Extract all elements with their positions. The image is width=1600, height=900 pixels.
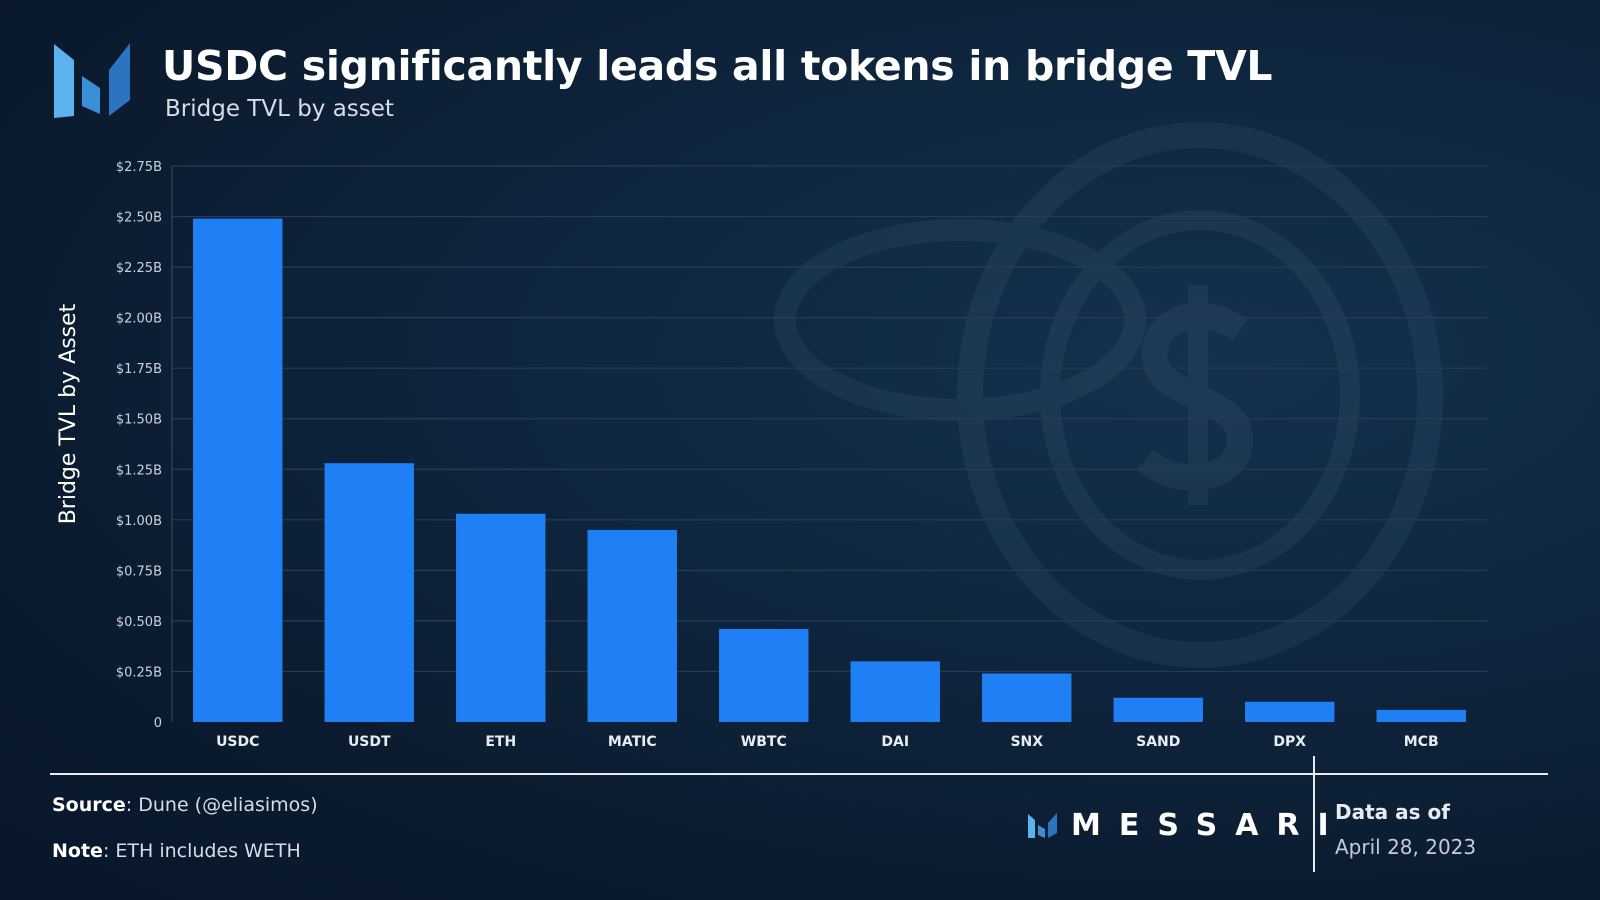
bar-matic — [587, 529, 677, 722]
chart-subtitle: Bridge TVL by asset — [165, 96, 394, 122]
y-axis-label: Bridge TVL by Asset — [56, 303, 81, 524]
x-tick-label-sand: SAND — [1136, 734, 1180, 750]
x-axis-labels: USDC USDT ETH MATIC WBTC DAI SNX SAND DPX MCB — [216, 734, 1439, 750]
y-tick-label: $0.25B — [116, 665, 162, 680]
bar-dpx — [1245, 701, 1335, 722]
y-tick-label: 0 — [154, 716, 162, 731]
y-tick-label: $2.50B — [116, 211, 162, 226]
data-as-of-label: Data as of — [1335, 800, 1450, 824]
x-tick-label-mcb: MCB — [1404, 734, 1439, 750]
y-tick-label: $2.00B — [116, 312, 162, 327]
y-tick-label: $0.50B — [116, 615, 162, 630]
bar-wbtc — [719, 628, 809, 722]
y-tick-label: $1.00B — [116, 514, 162, 529]
x-tick-label-dai: DAI — [881, 734, 909, 750]
y-axis-ticks: 0 $0.25B $0.50B $0.75B $1.00B $1.25B $1.50B $1.… — [116, 160, 162, 731]
messari-brand-icon — [1028, 812, 1057, 838]
chart-title: USDC significantly leads all tokens in b… — [162, 42, 1273, 90]
y-tick-label: $1.75B — [116, 362, 162, 377]
footer-divider — [50, 773, 1548, 775]
brand-name: MESSARI — [1071, 808, 1347, 843]
x-tick-label-matic: MATIC — [608, 734, 657, 750]
y-tick-label: $2.25B — [116, 261, 162, 276]
x-tick-label-dpx: DPX — [1273, 734, 1306, 750]
x-tick-label-usdt: USDT — [348, 734, 391, 750]
brand: MESSARI — [1027, 808, 1347, 843]
bar-dai — [850, 661, 940, 722]
bar-usdt — [324, 463, 414, 722]
y-tick-label: $2.75B — [116, 160, 162, 175]
y-tick-label: $1.50B — [116, 413, 162, 428]
x-tick-label-snx: SNX — [1010, 734, 1043, 750]
note-text: : ETH includes WETH — [102, 840, 301, 862]
y-tick-label: $1.25B — [116, 463, 162, 478]
y-tick-label: $0.75B — [116, 564, 162, 579]
note-label: Note — [52, 840, 103, 862]
x-tick-label-usdc: USDC — [216, 734, 259, 750]
messari-logo-icon — [54, 43, 130, 118]
note: Note: ETH includes WETH — [52, 840, 301, 862]
bar-sand — [1113, 697, 1203, 722]
bar-usdc — [193, 218, 283, 723]
data-as-of-date: April 28, 2023 — [1335, 835, 1477, 859]
bars — [193, 218, 1466, 723]
bar-mcb — [1376, 709, 1466, 722]
gridlines — [172, 165, 1487, 673]
bar-chart: 0 $0.25B $0.50B $0.75B $1.00B $1.25B $1.50B $1.… — [56, 160, 1487, 750]
bar-snx — [982, 673, 1072, 722]
bar-eth — [456, 513, 546, 722]
source-note: Source: Dune (@eliasimos) — [52, 794, 318, 816]
footer-vertical-divider — [1313, 756, 1315, 872]
source-label: Source — [52, 794, 126, 816]
source-text: : Dune (@eliasimos) — [125, 794, 318, 816]
x-tick-label-eth: ETH — [485, 734, 516, 750]
x-tick-label-wbtc: WBTC — [741, 734, 787, 750]
